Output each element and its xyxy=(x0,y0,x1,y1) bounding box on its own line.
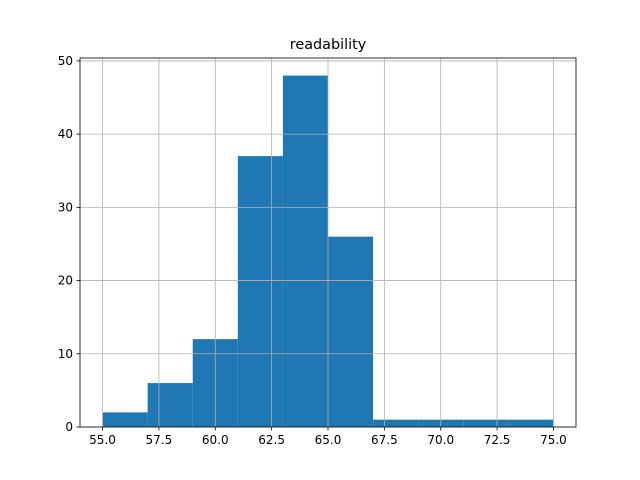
bar xyxy=(102,412,148,427)
x-tick-label: 57.5 xyxy=(146,433,173,447)
x-tick-label: 70.0 xyxy=(427,433,454,447)
bar xyxy=(373,419,419,427)
x-tick-label: 60.0 xyxy=(202,433,229,447)
bar xyxy=(147,383,193,427)
y-tick-label: 20 xyxy=(58,274,73,288)
x-tick-label: 67.5 xyxy=(371,433,398,447)
bar xyxy=(328,236,374,427)
x-tick-label: 75.0 xyxy=(540,433,567,447)
y-tick-label: 10 xyxy=(58,347,73,361)
y-tick-label: 50 xyxy=(58,54,73,68)
x-tick-label: 62.5 xyxy=(258,433,285,447)
bar xyxy=(508,419,554,427)
plot-frame xyxy=(79,57,577,428)
bar xyxy=(282,75,328,428)
bar xyxy=(463,419,509,427)
chart-title: readability xyxy=(290,37,367,53)
bar xyxy=(237,156,283,427)
y-tick-label: 30 xyxy=(58,200,73,214)
y-tick-label: 40 xyxy=(58,127,73,141)
x-tick-label: 55.0 xyxy=(89,433,116,447)
x-tick-label: 65.0 xyxy=(315,433,342,447)
y-tick-label: 0 xyxy=(65,420,73,434)
x-tick-label: 72.5 xyxy=(484,433,511,447)
